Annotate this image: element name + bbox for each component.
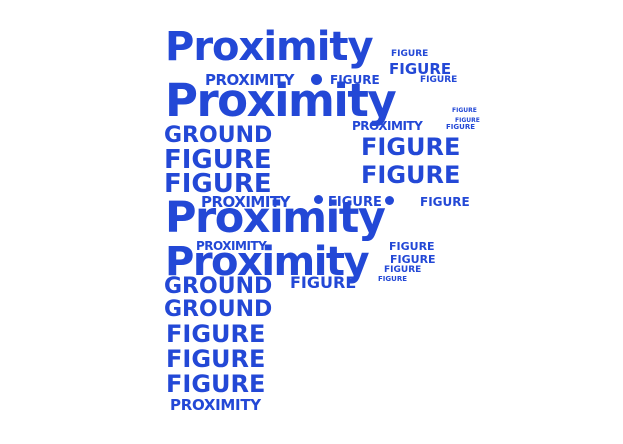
word-figure-small: FIGURE (420, 195, 470, 209)
dot (314, 195, 323, 204)
word-proximity-caps: PROXIMITY (196, 239, 267, 253)
word-figure-medium: FIGURE (166, 370, 266, 398)
word-figure-tiny: FIGURE (391, 49, 429, 59)
word-figure-tiny: FIGURE (384, 265, 422, 275)
word-proximity-caps: PROXIMITY (205, 71, 295, 89)
word-proximity-caps: PROXIMITY (170, 396, 261, 414)
dot (311, 74, 322, 85)
word-ground: GROUND (164, 123, 273, 148)
word-figure-tiny: FIGURE (378, 275, 407, 283)
word-figure-medium: FIGURE (361, 161, 461, 189)
word-proximity-large-4: Proximity (165, 239, 370, 285)
word-proximity-large-3: Proximity (165, 193, 386, 243)
word-figure-medium: FIGURE (164, 145, 272, 175)
word-figure-small: FIGURE (390, 253, 436, 266)
word-figure-small: FIGURE (290, 273, 357, 292)
word-figure-medium: FIGURE (164, 169, 272, 199)
word-proximity-caps: PROXIMITY (201, 193, 291, 211)
word-proximity-caps: PROXIMITY (352, 119, 423, 133)
word-figure-tiny: FIGURE (455, 117, 480, 124)
word-proximity-large-1: Proximity (165, 24, 374, 70)
word-proximity-large-2: Proximity (165, 74, 397, 127)
word-figure-small: FIGURE (330, 73, 380, 87)
dot (385, 196, 394, 205)
word-ground: GROUND (164, 297, 273, 322)
word-ground: GROUND (164, 274, 273, 299)
word-figure-tiny: FIGURE (420, 75, 458, 85)
word-figure-medium: FIGURE (166, 345, 266, 373)
word-figure-tiny: FIGURE (446, 123, 475, 131)
word-figure-small: FIGURE (389, 60, 452, 78)
word-figure-small: FIGURE (328, 195, 382, 210)
word-figure-tiny: FIGURE (452, 107, 477, 114)
word-figure-medium: FIGURE (166, 320, 266, 348)
word-figure-small: FIGURE (389, 240, 435, 253)
word-figure-medium: FIGURE (361, 133, 461, 161)
